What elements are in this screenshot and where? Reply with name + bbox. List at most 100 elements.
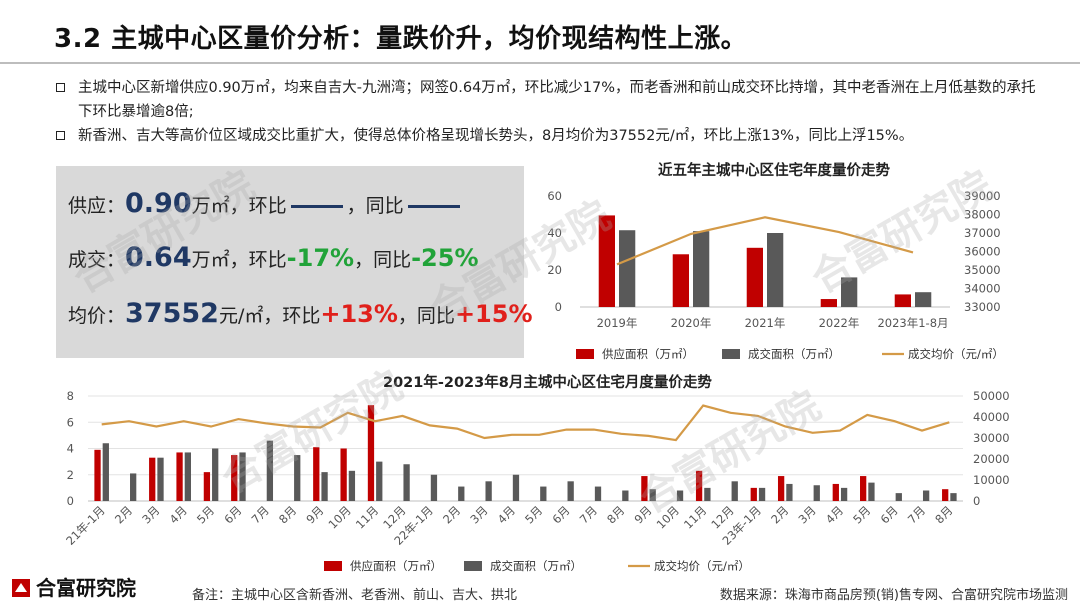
kpi-price-mom: +13% <box>320 300 398 328</box>
legend-label: 供应面积（万㎡） <box>350 559 442 573</box>
kpi-price-mid: ，同比 <box>397 305 455 327</box>
x-tick-label: 10月 <box>326 503 354 531</box>
deal-bar <box>895 493 902 501</box>
supply-bar <box>203 472 211 501</box>
x-tick-label: 3月 <box>796 503 819 526</box>
kpi-deal-label: 成交： <box>68 249 126 271</box>
legend-label: 成交均价（元/㎡） <box>908 347 1004 361</box>
supply-bar <box>313 447 320 501</box>
supply-bar <box>340 448 347 501</box>
x-tick-label: 8月 <box>276 503 299 526</box>
kpi-deal-row: 成交：0.64万㎡，环比-17%，同比-25% <box>68 242 478 273</box>
deal-bar <box>184 452 191 501</box>
legend-supply-swatch <box>576 349 594 359</box>
y-right-tick-label: 10000 <box>973 473 1010 487</box>
y-left-tick-label: 4 <box>67 442 74 456</box>
deal-bar <box>649 489 656 501</box>
x-tick-label: 2020年 <box>671 316 712 330</box>
supply-bar <box>820 299 837 307</box>
x-tick-label: 5月 <box>522 503 545 526</box>
y-left-tick-label: 40 <box>547 226 562 240</box>
x-tick-label: 11月 <box>681 503 709 531</box>
y-right-tick-label: 39000 <box>964 189 1001 203</box>
supply-bar <box>942 489 949 501</box>
x-tick-label: 11月 <box>353 503 381 531</box>
kpi-supply-unit: 万㎡，环比 <box>191 195 287 217</box>
y-left-tick-label: 0 <box>555 300 562 314</box>
deal-bar <box>731 481 738 501</box>
y-right-tick-label: 30000 <box>973 431 1010 445</box>
x-tick-label: 2023年1-8月 <box>877 316 948 330</box>
header-divider <box>0 62 1080 64</box>
deal-bar <box>840 487 848 501</box>
footer-note: 备注：主城中心区含新香洲、老香洲、前山、吉大、拱北 <box>192 588 518 603</box>
deal-bar <box>102 443 109 501</box>
deal-bar <box>458 486 465 501</box>
deal-bar <box>239 452 246 501</box>
kpi-deal-value: 0.64 <box>125 242 192 273</box>
x-tick-label: 5月 <box>194 503 217 526</box>
x-tick-label: 4月 <box>167 503 190 526</box>
x-tick-label: 8月 <box>932 503 955 526</box>
deal-bar <box>321 472 328 501</box>
x-tick-label: 4月 <box>823 503 846 526</box>
x-tick-label: 2月 <box>440 503 463 526</box>
legend-deal-swatch <box>722 349 740 359</box>
legend-label: 成交面积（万㎡） <box>490 559 582 573</box>
deal-bar <box>430 474 438 501</box>
y-right-tick-label: 0 <box>973 494 980 508</box>
y-left-tick-label: 8 <box>67 389 74 403</box>
y-right-tick-label: 40000 <box>973 410 1010 424</box>
bullet-square-icon <box>56 131 65 140</box>
deal-bar <box>294 455 301 501</box>
legend-label: 供应面积（万㎡） <box>602 347 694 361</box>
x-tick-label: 3月 <box>467 503 490 526</box>
deal-bar <box>693 231 710 307</box>
annual-chart-title: 近五年主城中心区住宅年度量价走势 <box>658 163 890 179</box>
x-tick-label: 2月 <box>768 503 791 526</box>
slide-header: 3.2 主城中心区量价分析：量跌价升，均价现结构性上涨。 <box>0 0 1080 62</box>
y-right-tick-label: 36000 <box>964 245 1001 259</box>
kpi-deal-yoy: -25% <box>411 244 479 272</box>
x-tick-label: 9月 <box>631 503 654 526</box>
y-right-tick-label: 20000 <box>973 452 1010 466</box>
kpi-deal-mom: -17% <box>286 244 355 272</box>
bullet-text: 主城中心区新增供应0.90万㎡，均来自吉大-九洲湾；网签0.64万㎡，环比减少1… <box>78 80 1036 120</box>
supply-bar <box>672 254 689 307</box>
supply-bar <box>860 476 867 501</box>
deal-bar <box>676 490 684 501</box>
supply-bar <box>894 294 911 307</box>
supply-bar <box>231 455 238 501</box>
deal-bar <box>950 493 957 501</box>
kpi-deal-unit: 万㎡，环比 <box>191 249 287 271</box>
x-tick-label: 2019年 <box>597 316 638 330</box>
y-right-tick-label: 35000 <box>964 263 1001 277</box>
legend-label: 成交面积（万㎡） <box>748 347 840 361</box>
deal-bar <box>786 483 793 501</box>
deal-bar <box>403 464 410 501</box>
x-tick-label: 6月 <box>549 503 572 526</box>
bullet-list: 主城中心区新增供应0.90万㎡，均来自吉大-九洲湾；网签0.64万㎡，环比减少1… <box>54 76 1044 148</box>
kpi-price-row: 均价：37552元/㎡，环比+13%，同比+15% <box>68 298 533 329</box>
x-tick-label: 6月 <box>221 503 244 526</box>
supply-bar <box>94 449 101 501</box>
x-tick-label: 7月 <box>577 503 600 526</box>
supply-bar <box>750 487 757 501</box>
x-tick-label: 6月 <box>878 503 901 526</box>
deal-bar <box>376 461 383 501</box>
deal-bar <box>594 486 602 501</box>
supply-bar <box>176 452 183 501</box>
bullet-square-icon <box>56 83 65 92</box>
deal-bar <box>540 486 547 501</box>
footer-logo-text: 合富研究院 <box>36 576 136 600</box>
kpi-deal-mid: ，同比 <box>354 249 412 271</box>
x-tick-label: 2月 <box>112 503 135 526</box>
deal-bar <box>758 487 766 501</box>
slide-title: 3.2 主城中心区量价分析：量跌价升，均价现结构性上涨。 <box>54 24 748 54</box>
x-tick-label: 2021年 <box>745 316 786 330</box>
x-tick-label: 21年-1月 <box>63 503 108 548</box>
legend-label: 成交均价（元/㎡） <box>654 559 750 573</box>
deal-bar <box>915 292 932 307</box>
supply-bar <box>777 476 785 501</box>
footer-source: 数据来源：珠海市商品房预(销)售专网、合富研究院市场监测 <box>719 588 1068 603</box>
